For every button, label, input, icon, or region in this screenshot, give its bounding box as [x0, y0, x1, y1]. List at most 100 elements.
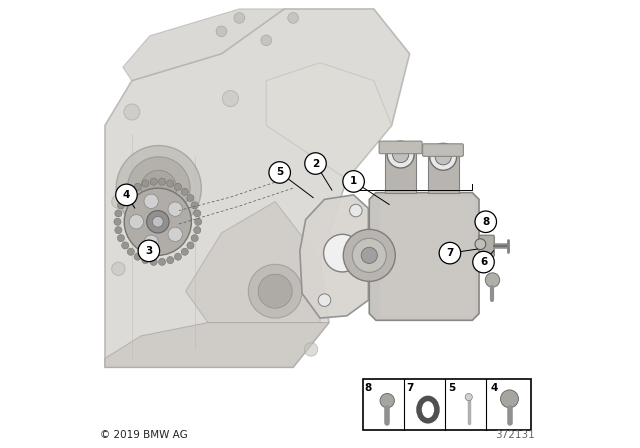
Polygon shape — [428, 152, 459, 193]
Circle shape — [349, 204, 362, 217]
Polygon shape — [105, 323, 329, 367]
Circle shape — [142, 257, 149, 264]
Circle shape — [124, 188, 191, 255]
Circle shape — [124, 104, 140, 120]
Circle shape — [152, 216, 163, 227]
Circle shape — [435, 149, 451, 165]
Circle shape — [261, 35, 271, 46]
Circle shape — [248, 264, 302, 318]
Bar — [362, 379, 531, 430]
Polygon shape — [385, 150, 417, 193]
Text: 6: 6 — [480, 257, 487, 267]
Circle shape — [194, 227, 201, 234]
Circle shape — [144, 235, 158, 250]
Circle shape — [112, 195, 125, 208]
Circle shape — [380, 393, 394, 408]
Circle shape — [134, 183, 141, 190]
Circle shape — [127, 157, 190, 220]
Circle shape — [352, 238, 387, 272]
Polygon shape — [300, 195, 369, 318]
Circle shape — [116, 146, 202, 231]
Polygon shape — [123, 9, 284, 81]
Circle shape — [392, 146, 409, 163]
Circle shape — [305, 153, 326, 174]
Circle shape — [115, 227, 122, 234]
Text: 3: 3 — [145, 246, 152, 256]
Polygon shape — [380, 197, 475, 316]
FancyBboxPatch shape — [379, 141, 422, 154]
Circle shape — [439, 242, 461, 264]
FancyBboxPatch shape — [422, 144, 463, 156]
Circle shape — [473, 251, 494, 273]
Circle shape — [144, 194, 158, 208]
Circle shape — [134, 253, 141, 260]
Text: 1: 1 — [350, 177, 357, 186]
Circle shape — [475, 211, 497, 233]
Circle shape — [485, 273, 500, 287]
Circle shape — [500, 390, 518, 408]
Circle shape — [187, 242, 194, 249]
Circle shape — [361, 247, 378, 263]
Text: 7: 7 — [406, 383, 413, 393]
Text: 8: 8 — [482, 217, 490, 227]
Circle shape — [142, 180, 149, 187]
Circle shape — [138, 240, 159, 262]
Circle shape — [304, 343, 318, 356]
Circle shape — [175, 253, 182, 260]
Circle shape — [116, 184, 137, 206]
Circle shape — [343, 229, 396, 281]
Text: 5: 5 — [448, 383, 456, 393]
Text: 2: 2 — [312, 159, 319, 168]
Text: 8: 8 — [364, 383, 372, 393]
Circle shape — [343, 171, 364, 192]
Text: © 2019 BMW AG: © 2019 BMW AG — [100, 430, 188, 439]
Circle shape — [150, 178, 157, 185]
Circle shape — [141, 170, 177, 206]
Circle shape — [181, 188, 188, 195]
Circle shape — [166, 257, 174, 264]
Circle shape — [159, 178, 166, 185]
Circle shape — [129, 215, 143, 229]
Circle shape — [288, 13, 298, 23]
Circle shape — [430, 143, 457, 170]
FancyBboxPatch shape — [479, 235, 494, 257]
Circle shape — [324, 234, 361, 272]
Circle shape — [222, 90, 239, 107]
Polygon shape — [369, 193, 479, 320]
Circle shape — [147, 211, 169, 233]
Circle shape — [159, 258, 166, 266]
Circle shape — [187, 194, 194, 202]
Circle shape — [127, 248, 134, 255]
Circle shape — [168, 202, 182, 216]
Polygon shape — [186, 202, 320, 323]
Circle shape — [181, 248, 188, 255]
Circle shape — [191, 202, 198, 209]
Circle shape — [150, 258, 157, 266]
Text: 7: 7 — [446, 248, 454, 258]
Circle shape — [175, 183, 182, 190]
Text: 4: 4 — [123, 190, 130, 200]
Circle shape — [191, 235, 198, 242]
Polygon shape — [105, 9, 410, 367]
Polygon shape — [266, 63, 392, 179]
Circle shape — [122, 194, 129, 202]
Circle shape — [112, 262, 125, 276]
Circle shape — [387, 141, 414, 168]
Circle shape — [195, 218, 202, 225]
Text: 372131: 372131 — [495, 430, 535, 439]
Circle shape — [117, 202, 125, 209]
Circle shape — [318, 294, 331, 306]
Circle shape — [216, 26, 227, 37]
Circle shape — [269, 162, 291, 183]
Circle shape — [117, 235, 125, 242]
Circle shape — [127, 188, 134, 195]
Circle shape — [258, 274, 292, 308]
Text: 5: 5 — [276, 168, 284, 177]
Circle shape — [465, 393, 472, 401]
Circle shape — [234, 13, 244, 23]
Circle shape — [114, 218, 121, 225]
Text: 4: 4 — [490, 383, 498, 393]
Circle shape — [122, 242, 129, 249]
Circle shape — [166, 180, 174, 187]
Circle shape — [194, 210, 201, 217]
